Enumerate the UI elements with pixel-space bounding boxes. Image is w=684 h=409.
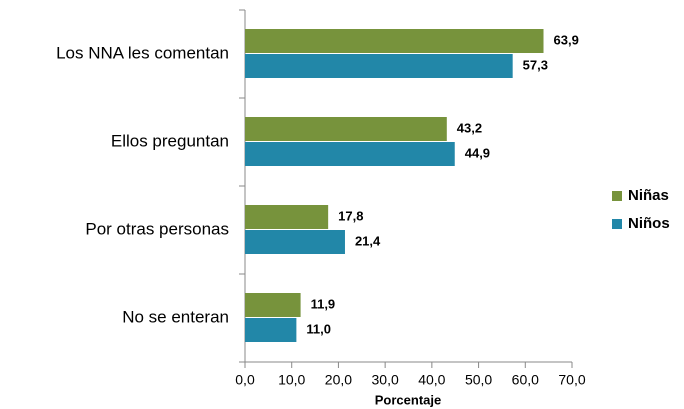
category-label: Por otras personas [85, 219, 229, 238]
x-tick-label: 70,0 [558, 372, 585, 388]
x-tick-label: 20,0 [325, 372, 352, 388]
x-tick-label: 30,0 [372, 372, 399, 388]
value-label: 57,3 [523, 57, 548, 72]
category-label: Ellos preguntan [111, 131, 229, 150]
value-label: 21,4 [355, 233, 381, 248]
x-tick-label: 60,0 [512, 372, 539, 388]
x-axis-title: Porcentaje [375, 392, 441, 407]
bar [245, 230, 345, 254]
bar [245, 318, 297, 342]
value-label: 17,8 [338, 208, 363, 223]
legend-label: Niños [628, 215, 670, 232]
value-label: 44,9 [465, 145, 490, 160]
bar [245, 54, 513, 78]
x-tick-label: 0,0 [235, 372, 255, 388]
x-tick-label: 10,0 [278, 372, 305, 388]
category-label: Los NNA les comentan [56, 43, 229, 62]
bar [245, 117, 447, 141]
bar [245, 29, 544, 53]
bar [245, 205, 329, 229]
value-label: 43,2 [457, 120, 482, 135]
category-label: No se enteran [122, 307, 229, 326]
bar [245, 142, 455, 166]
value-label: 11,9 [311, 296, 336, 311]
value-label: 11,0 [306, 321, 331, 336]
bar [245, 293, 301, 317]
legend-swatch [612, 191, 622, 201]
legend-label: Niñas [628, 187, 669, 204]
legend-swatch [612, 219, 622, 229]
value-label: 63,9 [554, 32, 579, 47]
x-tick-label: 40,0 [418, 372, 445, 388]
x-tick-label: 50,0 [465, 372, 492, 388]
